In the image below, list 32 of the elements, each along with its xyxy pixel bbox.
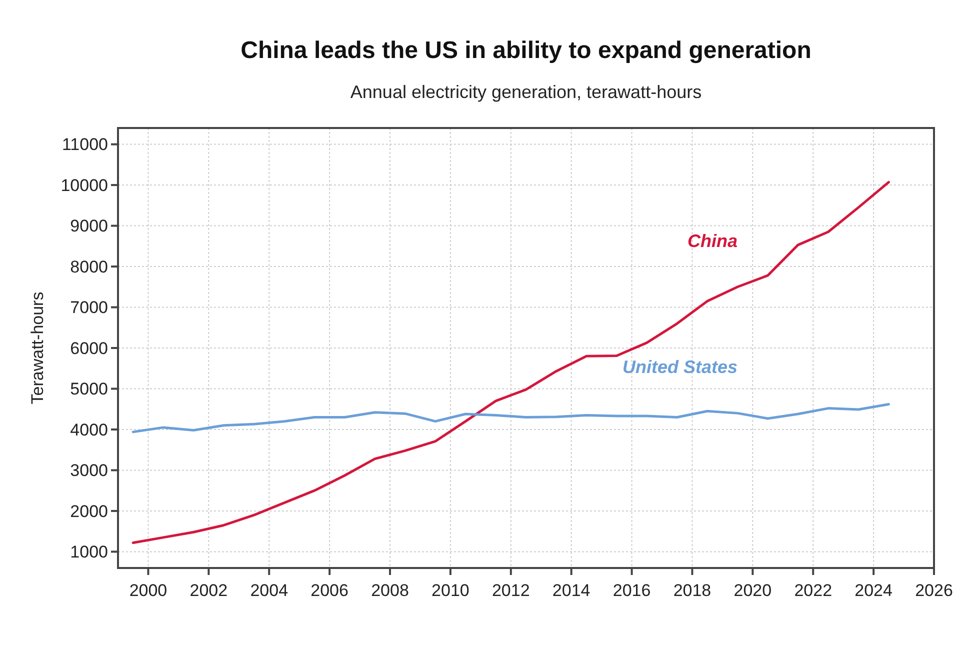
chart-subtitle: Annual electricity generation, terawatt-hours: [350, 82, 702, 102]
series-label: China: [688, 230, 738, 251]
x-tick-label: 2022: [794, 581, 832, 600]
x-tick-label: 2002: [190, 581, 228, 600]
x-tick-label: 2006: [310, 581, 348, 600]
x-tick-label: 2020: [734, 581, 772, 600]
x-tick-label: 2010: [432, 581, 470, 600]
x-tick-label: 2000: [129, 581, 168, 600]
y-tick-label: 1000: [70, 542, 108, 562]
y-tick-label: 5000: [70, 380, 108, 399]
x-tick-label: 2014: [552, 581, 590, 600]
y-tick-label: 2000: [70, 502, 108, 521]
x-tick-label: 2026: [915, 581, 953, 600]
y-tick-label: 11000: [62, 135, 108, 154]
x-tick-label: 2016: [612, 581, 651, 600]
y-tick-label: 8000: [70, 257, 108, 276]
y-tick-label: 7000: [70, 298, 108, 318]
line-series: [132, 402, 890, 434]
y-axis-title: Terawatt-hours: [28, 292, 47, 404]
x-tick-label: 2018: [673, 581, 712, 600]
y-tick-label: 9000: [70, 216, 108, 236]
x-tick-label: 2024: [854, 581, 892, 600]
x-tick-label: 2008: [371, 581, 409, 600]
y-tick-label: 6000: [70, 338, 108, 358]
y-tick-label: 4000: [70, 420, 108, 440]
line-series: [132, 180, 890, 544]
x-tick-label: 2004: [250, 581, 288, 600]
x-tick-label: 2012: [492, 581, 530, 600]
series-label: United States: [622, 357, 738, 378]
y-tick-label: 3000: [70, 461, 108, 480]
chart-title: China leads the US in ability to expand generation: [240, 37, 812, 64]
y-tick-label: 10000: [60, 176, 108, 195]
